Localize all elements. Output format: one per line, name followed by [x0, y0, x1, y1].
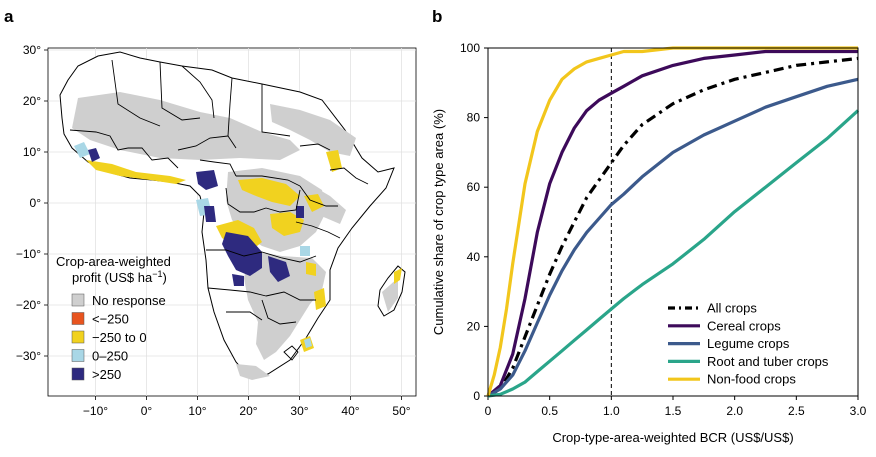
y-axis-label: Cumulative share of crop type area (%): [431, 109, 446, 335]
africa-profit-map: −10° 0° 10° 20° 30° 40° 50° 30° 20° 10° …: [16, 43, 417, 418]
map-x-tick: 10°: [188, 404, 206, 418]
map-legend-swatch: [71, 312, 85, 325]
x-tick-label: 0: [485, 404, 492, 418]
map-legend-swatch: [71, 293, 85, 307]
x-tick-label: 1.0: [603, 404, 620, 418]
chart-legend: All crops Cereal crops Legume crops Root an…: [668, 301, 829, 387]
series-line-cereal-crops: [486, 49, 858, 398]
map-y-tick: −20°: [16, 298, 41, 312]
map-y-tick: 0°: [30, 196, 42, 210]
map-y-tick: −30°: [16, 349, 41, 363]
map-y-tick: 20°: [23, 94, 41, 108]
map-legend-swatch: [71, 349, 85, 362]
map-x-tick-labels: −10° 0° 10° 20° 30° 40° 50°: [83, 404, 411, 418]
y-tick-label: 40: [467, 250, 481, 264]
map-x-tick: 0°: [141, 404, 153, 418]
map-x-tick: 50°: [392, 404, 410, 418]
x-axis-label: Crop-type-area-weighted BCR (US$/US$): [552, 430, 793, 445]
chart-ticks: 0 0.5 1.0 1.5 2.0 2.5 3.0 0 20 40 60 80 100: [460, 41, 867, 418]
map-legend-label: No response: [92, 293, 166, 308]
map-legend: Crop-area-weighted profit (US$ ha−1) No …: [56, 254, 171, 382]
x-tick-label: 3.0: [850, 404, 867, 418]
panel-b-label: b: [432, 7, 442, 26]
map-legend-title-main: profit (US$ ha: [72, 270, 153, 285]
series-line-legume-crops: [487, 77, 859, 398]
map-legend-title-line1: Crop-area-weighted: [56, 254, 171, 269]
bcr-cumulative-chart: 0 0.5 1.0 1.5 2.0 2.5 3.0 0 20 40 60 80 100 Crop-typ…: [431, 41, 867, 445]
y-tick-label: 20: [467, 319, 481, 333]
x-tick-label: 1.5: [665, 404, 682, 418]
map-legend-title-end: ): [162, 270, 166, 285]
map-y-tick-labels: 30° 20° 10° 0° −10° −20° −30°: [16, 43, 41, 363]
legend-label: Non-food crops: [707, 372, 796, 387]
map-x-tick: 20°: [239, 404, 257, 418]
map-legend-label: <−250: [92, 312, 129, 327]
legend-label: Root and tuber crops: [707, 354, 829, 369]
x-tick-label: 2.5: [788, 404, 805, 418]
map-legend-swatch: [71, 330, 85, 344]
x-tick-label: 2.0: [726, 404, 743, 418]
map-x-tick: 40°: [341, 404, 359, 418]
panel-a-label: a: [4, 7, 14, 26]
legend-label: All crops: [707, 301, 757, 316]
map-y-tick: 30°: [23, 43, 41, 57]
map-x-tick: 30°: [290, 404, 308, 418]
y-tick-label: 60: [467, 180, 481, 194]
series-line-all-crops: [487, 56, 859, 398]
map-legend-label: −250 to 0: [92, 330, 147, 345]
map-y-tick: 10°: [23, 145, 41, 159]
x-tick-label: 0.5: [541, 404, 558, 418]
map-x-tick: −10°: [83, 404, 108, 418]
map-legend-swatch: [71, 367, 85, 381]
map-y-tick: −10°: [16, 247, 41, 261]
map-legend-label: >250: [92, 367, 121, 382]
y-tick-label: 80: [467, 111, 481, 125]
y-tick-label: 100: [460, 41, 480, 55]
map-legend-title-sup: −1: [152, 269, 162, 279]
y-tick-label: 0: [473, 389, 480, 403]
map-legend-label: 0–250: [92, 349, 128, 364]
series-line-root-and-tuber-crops: [487, 109, 860, 398]
large-profit-areas: [88, 148, 304, 286]
map-legend-title-line2: profit (US$ ha−1): [72, 269, 167, 285]
legend-label: Cereal crops: [707, 318, 781, 333]
country-borders: [69, 59, 369, 361]
chart-axes: [487, 47, 859, 397]
legend-label: Legume crops: [707, 336, 790, 351]
